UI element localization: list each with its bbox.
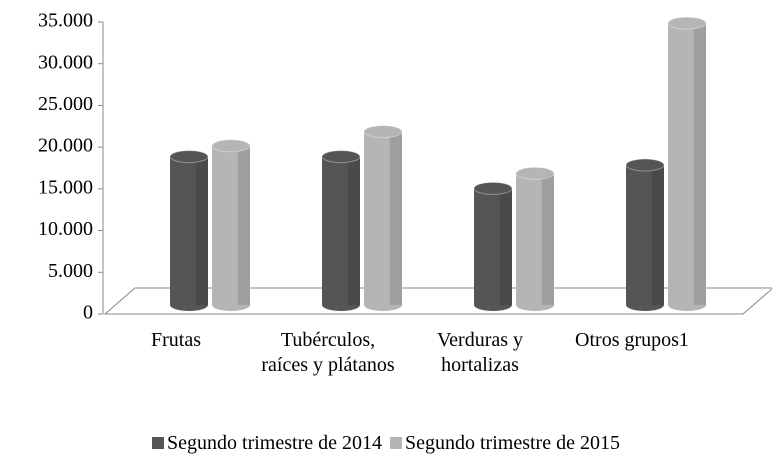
bar-bottom [516, 299, 554, 311]
bar-top [667, 16, 707, 30]
cylinder [667, 16, 707, 311]
bar-bottom [364, 299, 402, 311]
bar-bottom [212, 299, 250, 311]
bar [364, 131, 402, 305]
y-tick-label: 0 [83, 302, 93, 324]
bar-shade [237, 145, 250, 305]
y-tick-label: 30.000 [38, 51, 93, 73]
bar [322, 156, 360, 305]
legend-swatch [390, 437, 402, 449]
cylinder [169, 150, 209, 311]
bar-shade [541, 173, 554, 305]
bar-shade [389, 131, 402, 305]
cylinder [473, 181, 513, 311]
bar-shade [347, 156, 360, 305]
y-tick-label: 20.000 [38, 135, 93, 157]
cylinder [515, 166, 555, 311]
bar-shade [499, 188, 512, 305]
bar-shade [195, 156, 208, 305]
cylinder [211, 139, 251, 311]
legend: Segundo trimestre de 2014 Segundo trimest… [0, 432, 772, 455]
bar-bottom [322, 299, 360, 311]
bar [212, 145, 250, 305]
bar-bottom [474, 299, 512, 311]
bar-top [363, 125, 403, 139]
y-tick-label: 35.000 [38, 10, 93, 32]
legend-swatch [152, 437, 165, 449]
bar-bottom [170, 299, 208, 311]
cylinder [321, 150, 361, 311]
bar-shade [651, 165, 664, 305]
legend-item: Segundo trimestre de 2015 [390, 432, 620, 455]
bar [516, 173, 554, 305]
bar-top [515, 166, 555, 180]
bar [474, 188, 512, 305]
cylinder [363, 125, 403, 311]
bar [170, 156, 208, 305]
bar-top [211, 139, 251, 153]
y-tick-label: 15.000 [38, 176, 93, 198]
x-tick-label: Otros grupos1 [575, 329, 689, 351]
bar-bottom [626, 299, 664, 311]
x-tick-label: Verduras y hortalizas [436, 329, 524, 376]
bar-top [473, 181, 513, 195]
legend-label: Segundo trimestre de 2014 [167, 432, 382, 454]
y-tick-label: 25.000 [38, 93, 93, 115]
floor [103, 287, 772, 315]
y-tick-label: 10.000 [38, 218, 93, 240]
bar-top [321, 150, 361, 164]
x-tick-label: Frutas [151, 329, 201, 351]
bar [626, 165, 664, 305]
bar [668, 23, 706, 306]
legend-item: Segundo trimestre de 2014 [152, 432, 382, 455]
cylinder [625, 158, 665, 311]
legend-label: Segundo trimestre de 2015 [405, 432, 620, 454]
bar-bottom [668, 299, 706, 311]
x-tick-label: Tubérculos, raíces y plátanos [261, 329, 395, 376]
y-tick-label: 5.000 [48, 260, 93, 282]
bar-top [169, 150, 209, 164]
bar-top [625, 158, 665, 172]
bar-shade [693, 23, 706, 306]
